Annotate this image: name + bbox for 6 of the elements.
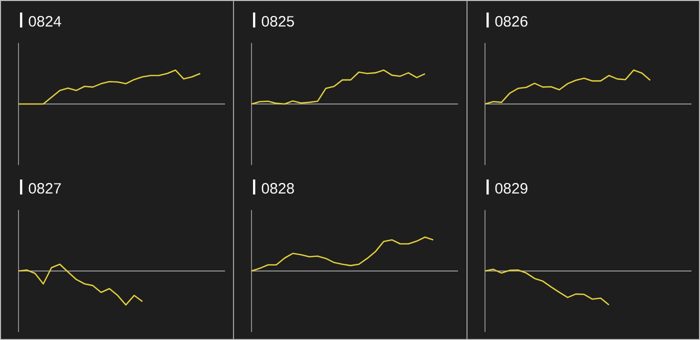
chart-title: 0826: [495, 16, 528, 27]
chart-title: 0828: [262, 183, 294, 194]
chart-title: 0829: [495, 183, 528, 194]
chart-title: 0824: [28, 16, 62, 27]
chart-title: 0825: [262, 16, 294, 27]
chart-title: 0827: [28, 183, 61, 194]
